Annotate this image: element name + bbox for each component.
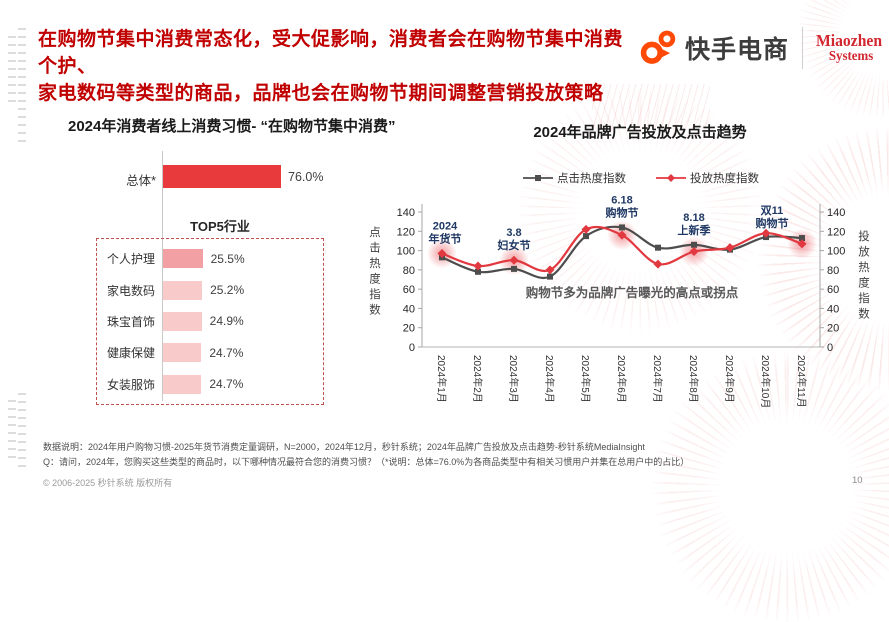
festival-annotation: 3.8	[506, 227, 521, 239]
top5-row-value: 24.7%	[209, 345, 244, 360]
miaozhen-logo-line-1: Miaozhen	[816, 31, 883, 50]
report-slide: { "header": { "title_lines": [ "在购物节集中消费…	[8, 0, 889, 622]
svg-text:2024年3月: 2024年3月	[507, 355, 520, 403]
bar-chart-title: 2024年消费者线上消费习惯- “在购物节集中消费”	[68, 118, 396, 135]
right-axis-label: 投放热度指数	[857, 230, 869, 323]
top5-row: 个人护理 25.5%	[97, 245, 323, 273]
svg-text:40: 40	[827, 303, 839, 315]
top5-row-value: 25.2%	[210, 283, 245, 298]
festival-annotation: 6.18	[611, 194, 632, 206]
top5-row-label: 女装服饰	[106, 377, 155, 392]
svg-text:80: 80	[827, 265, 839, 277]
svg-text:2024年7月: 2024年7月	[651, 355, 664, 403]
legend-label: 投放热度指数	[690, 173, 759, 185]
svg-text:120: 120	[397, 226, 415, 238]
svg-text:2024年6月: 2024年6月	[615, 355, 628, 403]
svg-text:80: 80	[403, 265, 415, 277]
festival-annotation: 购物节	[756, 216, 789, 230]
legend-item: 投放热度指数	[656, 170, 759, 186]
svg-text:0: 0	[827, 342, 833, 354]
svg-text:100: 100	[827, 246, 845, 258]
festival-annotation: 2024	[433, 220, 458, 232]
top5-row: 女装服饰 24.7%	[97, 370, 323, 398]
svg-text:40: 40	[403, 303, 415, 315]
logo-divider	[802, 27, 804, 69]
festival-annotation: 购物节	[606, 205, 639, 219]
legend-label: 点击热度指数	[557, 173, 626, 185]
brand-name: 快手电商	[685, 36, 790, 64]
festival-annotation: 上新季	[678, 223, 712, 237]
svg-text:140: 140	[397, 207, 415, 219]
top5-row-label: 珠宝首饰	[106, 314, 155, 329]
svg-text:2024年9月: 2024年9月	[723, 355, 736, 403]
festival-annotation: 8.18	[683, 212, 704, 224]
legend-square-marker-icon	[523, 175, 553, 181]
top5-row-value: 24.9%	[209, 314, 244, 329]
svg-text:2024年8月: 2024年8月	[687, 355, 700, 403]
top5-row-bar	[163, 343, 202, 363]
svg-text:2024年5月: 2024年5月	[579, 355, 592, 403]
miaozhen-logo-line-2: Systems	[828, 49, 874, 64]
svg-text:100: 100	[397, 246, 415, 258]
svg-text:2024年2月: 2024年2月	[471, 355, 484, 403]
overall-bar-label: 总体*	[126, 174, 156, 188]
svg-text:2024年10月: 2024年10月	[759, 355, 772, 408]
top5-row-bar	[163, 374, 202, 394]
page-title-line-2: 家电数码等类型的商品，品牌也会在购物节期间调整营销投放策略	[38, 83, 604, 104]
svg-text:2024年1月: 2024年1月	[435, 355, 448, 403]
legend-item: 点击热度指数	[523, 170, 626, 186]
top5-row-label: 个人护理	[106, 252, 155, 267]
legend-diamond-marker-icon	[656, 174, 686, 182]
top5-row-value: 24.7%	[209, 377, 244, 392]
top5-row-bar	[163, 311, 202, 331]
festival-annotation: 年货节	[429, 231, 462, 245]
decor-dashes-topleft-1	[8, 36, 16, 108]
decor-hatch	[592, 84, 710, 130]
page-title-line-1: 在购物节集中消费常态化，受大促影响，消费者会在购物节集中消费个护、	[38, 29, 624, 77]
chart-note: 购物节多为品牌广告曝光的高点或拐点	[526, 285, 739, 300]
top5-industries-box: 个人护理 25.5% 家电数码 25.2% 珠宝首饰 24.9% 健康保健 24.7% 女装服饰…	[96, 238, 324, 405]
svg-text:60: 60	[827, 284, 839, 296]
line-chart-title: 2024年品牌广告投放及点击趋势	[533, 124, 747, 141]
top5-row-value: 25.5%	[210, 251, 245, 266]
brand-area: 快手电商 Miaozhen Systems	[640, 24, 888, 72]
overall-bar-value: 76.0%	[288, 170, 324, 184]
festival-annotation: 妇女节	[497, 238, 531, 252]
decor-dashes-bottomleft-1	[8, 400, 16, 458]
footnotes: 数据说明：2024年用户购物习惯-2025年货节消费定量调研，N=2000，20…	[43, 440, 843, 470]
overall-bar	[163, 165, 282, 188]
footnote-line-1: 数据说明：2024年用户购物习惯-2025年货节消费定量调研，N=2000，20…	[43, 442, 645, 452]
top5-row-bar	[163, 249, 203, 269]
top5-row: 珠宝首饰 24.9%	[97, 307, 323, 335]
line-chart-legend: 点击热度指数 投放热度指数	[455, 170, 827, 186]
line-chart-canvas: 0 0 20 20 40 40 60 60 80 80 100 100 120 120 140 140 2024…	[397, 194, 846, 408]
top5-row: 健康保健 24.7%	[97, 339, 323, 367]
svg-text:60: 60	[403, 284, 415, 296]
kuaishou-logo-icon	[640, 30, 676, 64]
decor-dashes-topleft-2	[18, 28, 26, 146]
top5-row-label: 家电数码	[106, 283, 155, 298]
svg-text:120: 120	[827, 226, 845, 238]
svg-text:20: 20	[403, 323, 415, 335]
top5-row: 家电数码 25.2%	[97, 276, 323, 304]
bar-chart-axis-line	[162, 151, 163, 401]
svg-text:140: 140	[827, 207, 845, 219]
left-axis-label: 点击热度指数	[368, 226, 380, 319]
svg-text:2024年4月: 2024年4月	[543, 355, 556, 403]
decor-dashes-bottomleft-2	[18, 393, 26, 469]
footnote-line-2: Q：请问，2024年，您购买这些类型的商品时，以下哪种情况最符合您的消费习惯？（…	[43, 457, 690, 467]
svg-text:2024年11月: 2024年11月	[795, 355, 808, 408]
line-chart: 0 0 20 20 40 40 60 60 80 80 100 100 120 120 140 140 2024…	[365, 194, 880, 444]
svg-text:20: 20	[827, 323, 839, 335]
top5-row-label: 健康保健	[106, 346, 155, 361]
decor-burst-chart	[518, 88, 762, 332]
festival-annotation: 双11	[761, 204, 784, 217]
svg-text:0: 0	[409, 342, 415, 354]
top5-row-bar	[163, 280, 203, 300]
page-title: 在购物节集中消费常态化，受大促影响，消费者会在购物节集中消费个护、 家电数码等类…	[38, 26, 638, 107]
top5-group-title: TOP5行业	[190, 219, 250, 234]
page-number: 10	[852, 475, 863, 486]
miaozhen-logo: Miaozhen Systems	[816, 32, 882, 64]
copyright: © 2006-2025 秒针系统 版权所有	[43, 478, 173, 488]
